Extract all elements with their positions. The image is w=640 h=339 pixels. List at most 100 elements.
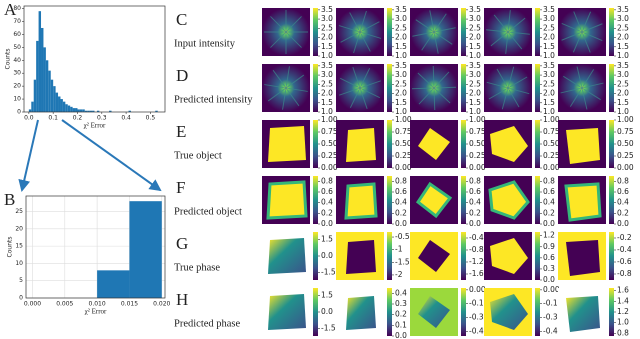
colorbar-tick-label: -0.8 [469,245,484,254]
row-letter: H [176,290,188,309]
colorbar-tick-label: 1.5 [395,98,407,107]
colorbar-tick-label: 2.0 [543,33,555,42]
x-tick-label: 0.0 [24,115,34,122]
colorbar-tick-label: 2.0 [617,33,629,42]
colorbar [313,8,318,56]
colorbar-tick-label: 2.0 [321,89,333,98]
colorbar-tick-label: 0.00 [395,163,412,172]
colorbar-tick-label: 2.5 [395,23,407,32]
colorbar-tick-label: 1.0 [469,51,481,60]
colorbar-tick-label: 0.8 [543,176,555,185]
colorbar-tick-label: 3.5 [321,5,333,14]
colorbar-tick-label: 2.5 [469,23,481,32]
image-object [346,240,376,274]
colorbar-tick-label: 0.8 [395,176,407,185]
bar [38,11,42,113]
colorbar-tick-label: 0.8 [617,176,629,185]
image-object [268,294,306,330]
image-object [268,126,306,162]
colorbar-tick-label: 1.5 [321,235,333,244]
image-streak [561,22,603,42]
image-object [566,128,600,164]
colorbar [313,64,318,112]
bar [92,110,95,112]
colorbar-tick-label: 0.6 [321,187,333,196]
colorbar-tick-label: -2 [395,270,403,279]
bar [45,60,49,112]
image-object [490,294,528,330]
bar [36,40,39,113]
image-object [268,238,306,274]
colorbar-tick-label: 2.0 [321,33,333,42]
x-tick-label: 0.2 [73,115,83,122]
colorbar-tick-label: 1.0 [395,51,407,60]
bar [82,109,85,112]
colorbar-tick-label: 1.4 [617,296,629,305]
colorbar [535,232,540,280]
colorbar-tick-label: -1.2 [469,257,484,266]
colorbar-tick-label: 1.0 [617,107,629,116]
image-streak [270,16,302,48]
colorbar-tick-label: 0.00 [469,285,486,294]
x-tick-label: 0.5 [146,115,156,122]
image-streak [340,21,380,43]
colorbar-tick-label: 1.5 [617,98,629,107]
colorbar-tick-label: 0.25 [395,151,412,160]
colorbar-tick-label: 1.2 [543,231,555,240]
colorbar-tick-label: 0.0 [321,307,333,316]
plot-frame [25,195,166,299]
colorbar-tick-label: 3.0 [321,14,333,23]
row-letter: F [176,178,185,197]
colorbar-tick-label: 0.8 [617,328,629,337]
colorbar-tick-label: 0.50 [469,139,486,148]
image-object [566,296,600,332]
colorbar [609,64,614,112]
y-tick-label: 70 [13,18,21,25]
bar [109,110,112,112]
y-tick-label: 0 [19,295,23,302]
colorbar-tick-label: 0.50 [395,139,412,148]
bar [33,79,37,112]
image-object [490,238,528,274]
bar [50,79,54,112]
y-tick-label: 60 [13,31,21,38]
colorbar-tick-label: 3.5 [469,61,481,70]
bar [89,110,93,112]
colorbar-tick-label: 0.6 [543,187,555,196]
panel-label: B [4,190,15,209]
image-object [266,180,308,220]
colorbar-tick-label: 2.0 [395,33,407,42]
colorbar [313,232,318,280]
colorbar-tick-label: 0.0 [395,219,407,228]
colorbar-tick-label: -0.45 [543,326,563,335]
colorbar [535,64,540,112]
colorbar-tick-label: 0.6 [543,253,555,262]
x-axis-label: χ² Error [84,122,106,130]
bar [96,110,100,112]
panel-label: A [4,0,17,19]
colorbar [461,8,466,56]
colorbar-tick-label: 3.0 [617,70,629,79]
y-tick-label: 50 [13,44,21,51]
row-letter: G [176,234,188,253]
x-axis-label: χ² Error [85,308,107,316]
colorbar-tick-label: 0.25 [469,151,486,160]
colorbar-tick-label: 1.00 [321,115,338,124]
colorbar-tick-label: 0.2 [617,208,629,217]
colorbar-tick-label: 0.75 [395,127,412,136]
colorbar-tick-label: 0.50 [543,139,560,148]
colorbar [387,64,392,112]
image-object [346,128,376,162]
bar [62,101,66,112]
colorbar-tick-label: 1.00 [395,115,412,124]
bar [31,101,34,112]
row-letter: E [176,122,186,141]
colorbar-tick-label: 1.5 [543,98,555,107]
bar [79,109,83,112]
colorbar-tick-label: 0.0 [321,251,333,260]
colorbar [609,8,614,56]
colorbar-tick-label: 0.50 [617,139,634,148]
colorbar [387,288,392,336]
colorbar-tick-label: 2.5 [543,79,555,88]
